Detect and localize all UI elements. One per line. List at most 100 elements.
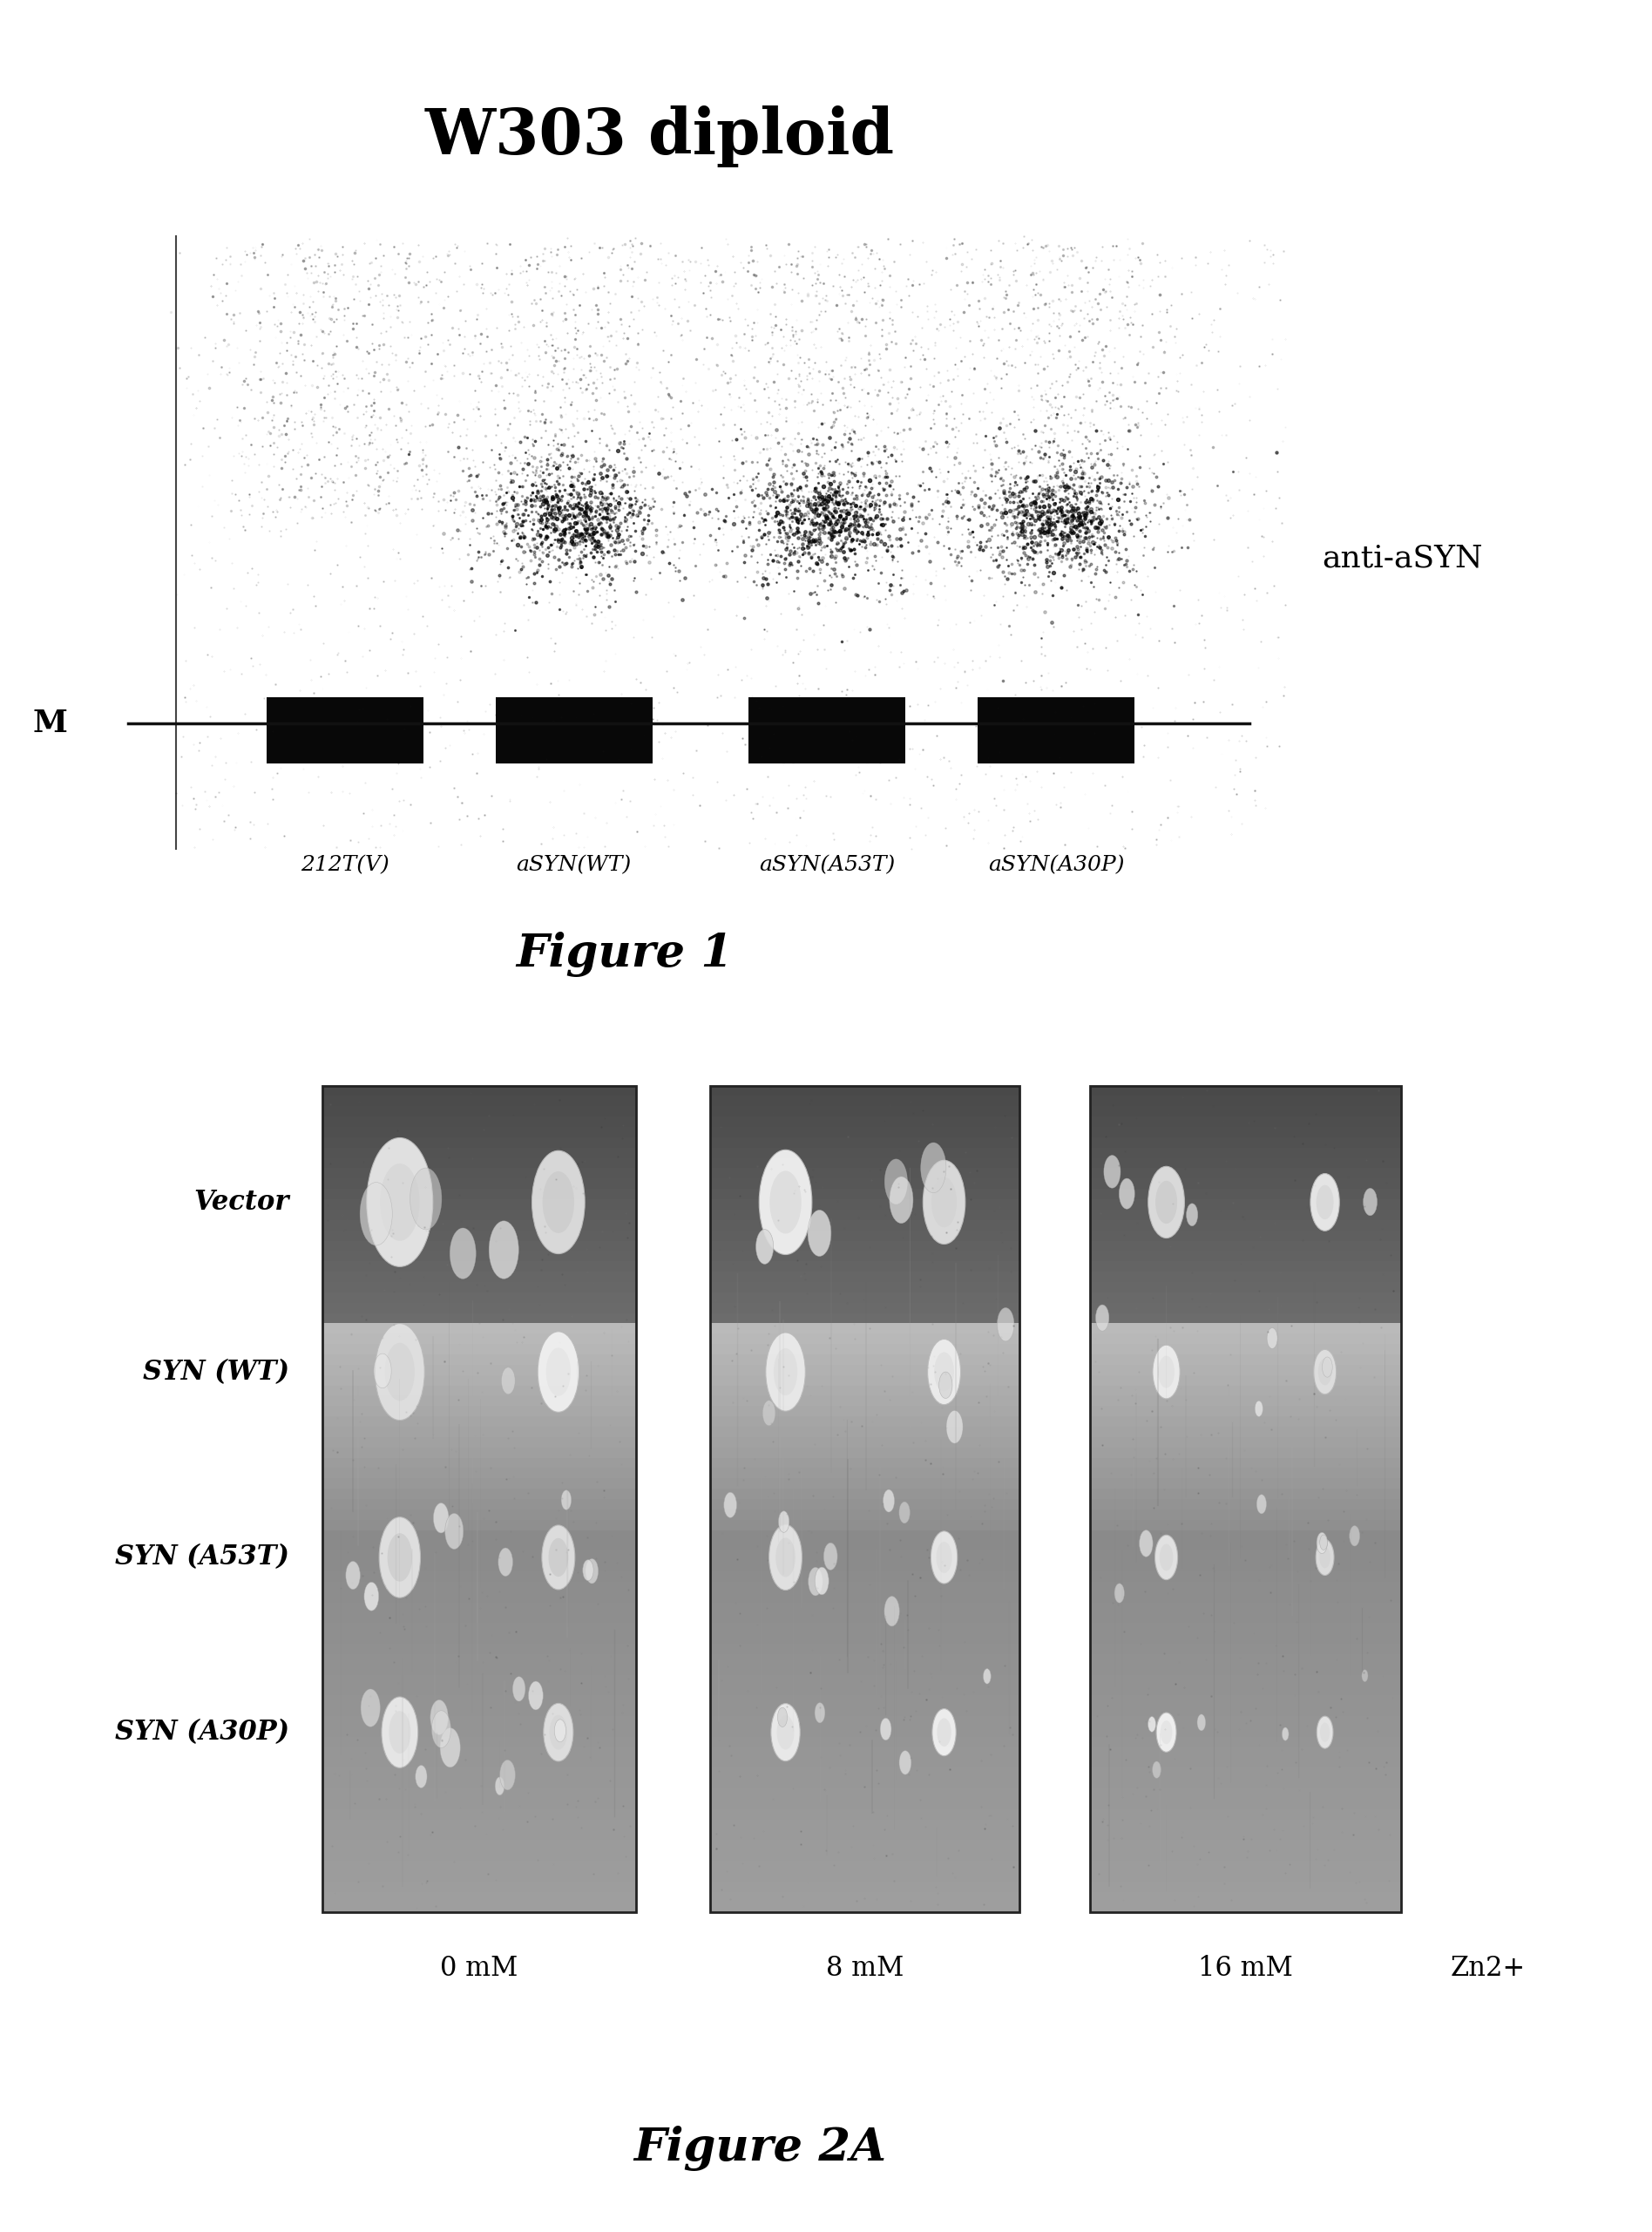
Ellipse shape: [920, 1143, 947, 1192]
Bar: [1090, 1716, 1401, 1728]
Bar: [1090, 1335, 1401, 1344]
Bar: [322, 1272, 636, 1281]
Bar: [1090, 1665, 1401, 1674]
Text: aSYN(A53T): aSYN(A53T): [758, 855, 895, 875]
Bar: [710, 1272, 1019, 1281]
Bar: [1090, 1190, 1401, 1199]
Ellipse shape: [1148, 1716, 1156, 1732]
Ellipse shape: [935, 1353, 955, 1391]
Ellipse shape: [1267, 1328, 1277, 1348]
Bar: [1090, 1882, 1401, 1893]
Ellipse shape: [1318, 1359, 1332, 1386]
Bar: [710, 1167, 1019, 1178]
Bar: [322, 1810, 636, 1819]
Bar: [978, 696, 1135, 763]
Bar: [1090, 1500, 1401, 1509]
Bar: [710, 1221, 1019, 1230]
Bar: [710, 1210, 1019, 1221]
Bar: [1090, 1591, 1401, 1603]
Ellipse shape: [363, 1582, 378, 1612]
Ellipse shape: [433, 1502, 449, 1533]
Ellipse shape: [1317, 1716, 1333, 1748]
Ellipse shape: [724, 1493, 737, 1518]
Bar: [1090, 1870, 1401, 1882]
Bar: [710, 1685, 1019, 1696]
Text: 16 mM: 16 mM: [1198, 1955, 1294, 1982]
Ellipse shape: [928, 1339, 961, 1404]
Bar: [710, 1085, 1019, 1096]
Ellipse shape: [380, 1518, 421, 1598]
Bar: [322, 1623, 636, 1634]
Bar: [322, 1230, 636, 1241]
Bar: [322, 1882, 636, 1893]
Bar: [1090, 1107, 1401, 1116]
Bar: [322, 1335, 636, 1344]
Bar: [710, 1748, 1019, 1757]
Text: Figure 2A: Figure 2A: [634, 2125, 885, 2172]
Bar: [322, 1167, 636, 1178]
Ellipse shape: [884, 1489, 894, 1511]
Bar: [1090, 1614, 1401, 1623]
Ellipse shape: [768, 1524, 803, 1589]
Bar: [710, 1799, 1019, 1810]
Text: Zn2+: Zn2+: [1450, 1955, 1525, 1982]
Bar: [1090, 1241, 1401, 1250]
Ellipse shape: [430, 1701, 448, 1734]
Ellipse shape: [814, 1703, 824, 1723]
Bar: [710, 1870, 1019, 1882]
Ellipse shape: [360, 1690, 380, 1728]
Bar: [1090, 1603, 1401, 1614]
Ellipse shape: [1160, 1721, 1173, 1743]
Bar: [710, 1395, 1019, 1406]
Bar: [322, 1386, 636, 1395]
Bar: [1090, 1406, 1401, 1417]
Bar: [710, 1839, 1019, 1850]
Ellipse shape: [937, 1542, 952, 1574]
Bar: [322, 1893, 636, 1902]
Ellipse shape: [1160, 1545, 1173, 1571]
Bar: [322, 1500, 636, 1509]
Ellipse shape: [539, 1333, 580, 1413]
Ellipse shape: [375, 1324, 425, 1420]
Bar: [1090, 1096, 1401, 1107]
Bar: [710, 1810, 1019, 1819]
Bar: [1090, 1810, 1401, 1819]
Bar: [322, 1303, 636, 1312]
Ellipse shape: [1310, 1174, 1340, 1230]
Bar: [1090, 1788, 1401, 1799]
Ellipse shape: [562, 1491, 572, 1509]
Ellipse shape: [345, 1562, 360, 1589]
Ellipse shape: [439, 1728, 461, 1768]
Bar: [710, 1634, 1019, 1643]
Ellipse shape: [899, 1750, 912, 1774]
Bar: [322, 1281, 636, 1292]
Bar: [1090, 1210, 1401, 1221]
Bar: [1090, 1768, 1401, 1779]
Bar: [710, 1779, 1019, 1788]
Ellipse shape: [884, 1596, 899, 1627]
Bar: [710, 1560, 1019, 1571]
Bar: [710, 1199, 1019, 1210]
Bar: [710, 1281, 1019, 1292]
Bar: [710, 1623, 1019, 1634]
Bar: [322, 1551, 636, 1560]
Bar: [322, 1540, 636, 1551]
Ellipse shape: [808, 1210, 831, 1257]
Bar: [322, 1312, 636, 1324]
Ellipse shape: [757, 1230, 773, 1263]
Bar: [710, 1893, 1019, 1902]
Bar: [322, 1705, 636, 1716]
Ellipse shape: [808, 1567, 823, 1596]
Bar: [710, 1417, 1019, 1426]
Ellipse shape: [1118, 1178, 1135, 1210]
Text: W303 diploid: W303 diploid: [425, 105, 895, 167]
Bar: [322, 1324, 636, 1335]
Bar: [1090, 1426, 1401, 1437]
Bar: [710, 1426, 1019, 1437]
Ellipse shape: [550, 1714, 567, 1750]
Ellipse shape: [544, 1703, 573, 1761]
Bar: [710, 1489, 1019, 1500]
Bar: [322, 1591, 636, 1603]
Bar: [1090, 1085, 1401, 1913]
Ellipse shape: [1115, 1582, 1125, 1603]
